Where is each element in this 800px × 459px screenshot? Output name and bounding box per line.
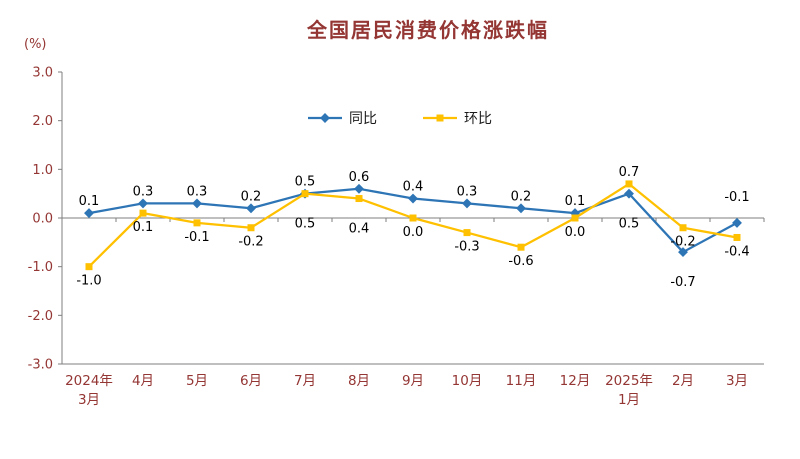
yoy-data-label: 0.2 <box>241 189 262 204</box>
yoy-point-marker <box>138 198 148 209</box>
mom-data-label: 0.0 <box>565 225 586 240</box>
yoy-data-label: 0.3 <box>187 184 208 199</box>
y-axis-tick-label: -1.0 <box>28 260 53 275</box>
yoy-line-swatch <box>308 112 342 124</box>
yoy-point-marker <box>192 198 202 209</box>
legend-label-mom: 环比 <box>464 111 492 127</box>
y-axis-tick-label: 0.0 <box>32 212 53 227</box>
yoy-data-label: 0.1 <box>565 194 586 209</box>
yoy-data-label: -0.1 <box>724 190 749 205</box>
mom-line-swatch <box>423 112 457 124</box>
legend-item-mom: 环比 <box>423 108 492 128</box>
legend-item-yoy: 同比 <box>308 108 377 128</box>
x-axis-label: 1月 <box>618 392 640 408</box>
x-axis-label: 8月 <box>348 373 370 389</box>
y-axis-unit-label: (%) <box>24 37 47 52</box>
yoy-data-label: 0.3 <box>133 184 154 199</box>
x-axis-label: 3月 <box>78 392 100 408</box>
x-axis-label: 2025年 <box>605 373 653 389</box>
yoy-data-label: 0.4 <box>403 180 424 195</box>
yoy-data-label: 0.5 <box>295 175 316 190</box>
mom-data-label: -0.3 <box>454 240 479 255</box>
mom-point-marker <box>571 214 579 222</box>
yoy-point-marker <box>678 247 688 258</box>
yoy-legend-swatch-graphic <box>308 113 342 123</box>
x-axis-label: 11月 <box>506 373 537 389</box>
x-axis-label: 12月 <box>560 373 591 389</box>
yoy-point-marker <box>462 198 472 209</box>
y-axis-tick-label: -3.0 <box>28 358 53 373</box>
mom-point-marker <box>409 214 417 222</box>
yoy-data-label: 0.5 <box>619 217 640 232</box>
mom-data-label: -0.2 <box>670 235 695 250</box>
mom-data-label: 0.1 <box>133 220 154 235</box>
mom-data-label: -0.4 <box>724 244 749 259</box>
mom-data-label: -1.0 <box>76 274 101 289</box>
yoy-data-label: 0.6 <box>349 170 370 185</box>
y-axis-tick-label: 2.0 <box>32 114 53 129</box>
yoy-point-marker <box>84 208 94 219</box>
yoy-point-marker <box>516 203 526 214</box>
mom-data-label: 0.7 <box>619 165 640 180</box>
mom-point-marker <box>733 233 741 241</box>
mom-point-marker <box>625 180 633 188</box>
chart-title: 全国居民消费价格涨跌幅 <box>307 18 549 42</box>
mom-point-marker <box>85 263 93 271</box>
legend: 同比 环比 <box>0 108 800 128</box>
yoy-data-label: 0.3 <box>457 184 478 199</box>
x-axis-label: 7月 <box>294 373 316 389</box>
mom-point-marker <box>247 224 255 232</box>
x-axis-label: 2024年 <box>65 373 113 389</box>
mom-point-marker <box>355 195 363 203</box>
x-axis-label: 3月 <box>726 373 748 389</box>
mom-point-marker <box>193 219 201 227</box>
yoy-data-label: -0.7 <box>670 275 695 290</box>
yoy-point-marker <box>246 203 256 214</box>
mom-point-marker <box>517 243 525 251</box>
x-axis-label: 5月 <box>186 373 208 389</box>
yoy-point-marker <box>408 193 418 204</box>
y-axis-tick-label: 3.0 <box>32 66 53 81</box>
x-axis-label: 2月 <box>672 373 694 389</box>
x-axis-label: 4月 <box>132 373 154 389</box>
mom-point-marker <box>463 229 471 237</box>
mom-data-label: 0.0 <box>403 225 424 240</box>
mom-data-label: -0.1 <box>184 230 209 245</box>
x-axis-label: 6月 <box>240 373 262 389</box>
x-axis-label: 9月 <box>402 373 424 389</box>
y-axis-tick-label: 1.0 <box>32 163 53 178</box>
mom-data-label: -0.2 <box>238 235 263 250</box>
mom-data-label: 0.4 <box>349 222 370 237</box>
mom-data-label: -0.6 <box>508 254 533 269</box>
yoy-data-label: 0.2 <box>511 189 532 204</box>
yoy-point-marker <box>732 217 742 228</box>
mom-point-marker <box>679 224 687 232</box>
legend-label-yoy: 同比 <box>349 111 377 127</box>
mom-data-label: 0.5 <box>295 217 316 232</box>
yoy-point-marker <box>354 183 364 194</box>
y-axis-tick-label: -2.0 <box>28 309 53 324</box>
yoy-data-label: 0.1 <box>79 194 100 209</box>
mom-point-marker <box>139 209 147 217</box>
mom-point-marker <box>301 190 309 198</box>
x-axis-label: 10月 <box>452 373 483 389</box>
mom-legend-swatch-graphic <box>423 114 457 122</box>
yoy-point-marker <box>624 188 634 199</box>
